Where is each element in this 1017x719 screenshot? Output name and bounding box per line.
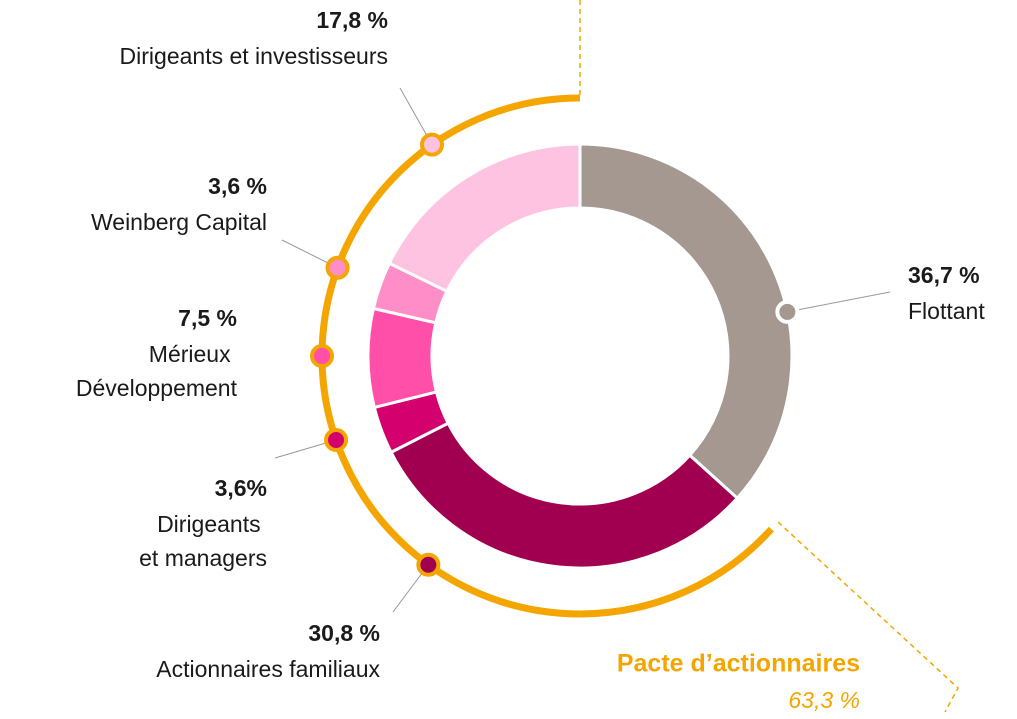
- marker-dot: [324, 427, 349, 452]
- category-label: Dirigeants et investisseurs: [120, 43, 388, 69]
- value-label: 36,7 %: [908, 262, 980, 288]
- group-value-label: 63,3 %: [788, 687, 860, 713]
- bracket-dash: [777, 521, 959, 713]
- value-label: 3,6 %: [208, 173, 267, 199]
- marker-dot: [420, 132, 445, 157]
- slice: [578, 142, 794, 501]
- value-label: 30,8 %: [308, 620, 380, 646]
- category-label: Flottant: [908, 298, 985, 324]
- marker-dot: [325, 255, 350, 280]
- category-label: Mérieux Développement: [76, 341, 238, 401]
- marker-dot: [775, 299, 800, 324]
- slice: [389, 421, 740, 570]
- marker-dot: [416, 552, 441, 577]
- slice: [387, 142, 582, 294]
- category-label: Weinberg Capital: [91, 209, 267, 235]
- value-label: 7,5 %: [178, 305, 237, 331]
- value-label: 17,8 %: [316, 7, 388, 33]
- marker-dot: [310, 344, 334, 368]
- category-label: Actionnaires familiaux: [156, 656, 380, 682]
- leader-line: [787, 291, 891, 313]
- value-label: 3,6%: [215, 475, 267, 501]
- group-label: Pacte d’actionnaires: [617, 650, 860, 678]
- category-label: Dirigeants et managers: [139, 511, 267, 571]
- slice: [366, 306, 439, 410]
